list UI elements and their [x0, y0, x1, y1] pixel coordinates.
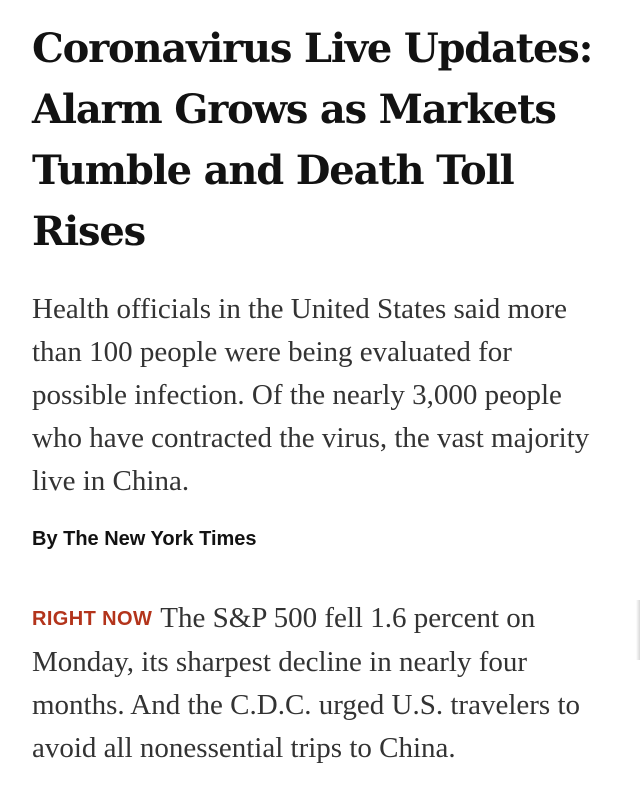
live-update: RIGHT NOW The S&P 500 fell 1.6 percent on…	[32, 597, 610, 770]
live-update-text: The S&P 500 fell 1.6 percent on Monday, …	[32, 602, 581, 764]
article-byline: By The New York Times	[32, 528, 257, 550]
scroll-edge-shadow	[636, 600, 640, 660]
right-now-label: RIGHT NOW	[32, 608, 153, 630]
article-summary: Health officials in the United States sa…	[32, 293, 590, 497]
article-headline[interactable]: Coronavirus Live Updates: Alarm Grows as…	[32, 25, 593, 255]
article: Coronavirus Live Updates: Alarm Grows as…	[32, 18, 612, 770]
